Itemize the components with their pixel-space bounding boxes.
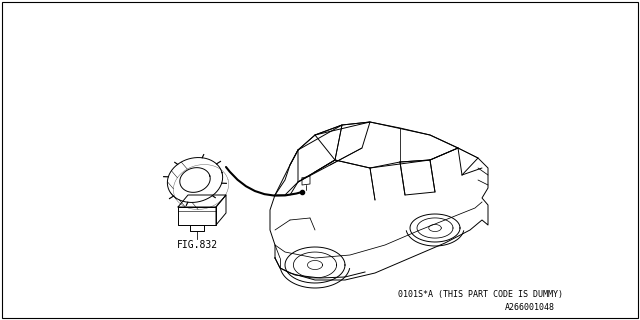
- FancyArrowPatch shape: [226, 167, 302, 196]
- Text: 0101S*A (THIS PART CODE IS DUMMY): 0101S*A (THIS PART CODE IS DUMMY): [397, 291, 563, 300]
- Text: FIG.832: FIG.832: [177, 240, 218, 250]
- Text: A266001048: A266001048: [505, 302, 555, 311]
